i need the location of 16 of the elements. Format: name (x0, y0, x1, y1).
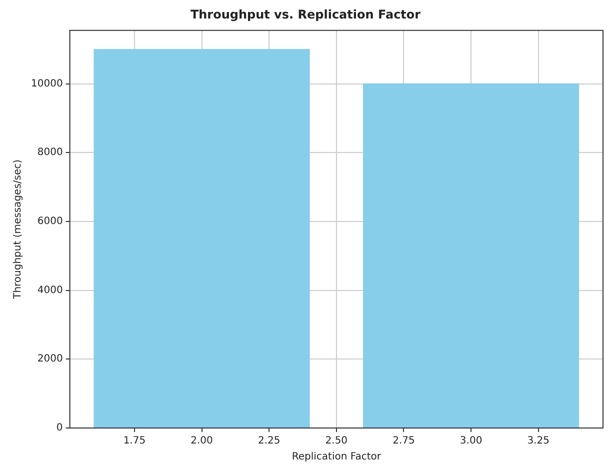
y-tick-label: 6000 (37, 216, 63, 228)
x-tick-label: 1.75 (123, 436, 146, 447)
y-tick-label: 0 (56, 422, 63, 434)
x-tick-label: 2.75 (392, 436, 415, 447)
x-tick-label: 3.00 (460, 436, 482, 447)
x-tick-label: 3.25 (527, 436, 550, 447)
y-axis-title: Throughput (messages/sec) (12, 159, 24, 300)
x-tick-label: 2.50 (325, 436, 348, 447)
chart-title: Throughput vs. Replication Factor (190, 7, 421, 22)
y-tick-label: 2000 (37, 354, 63, 365)
y-tick-label: 4000 (37, 284, 63, 296)
x-tick-label: 2.25 (258, 436, 280, 447)
x-axis-title: Replication Factor (292, 452, 382, 463)
y-tick-label: 10000 (31, 78, 63, 90)
y-tick-label: 8000 (37, 147, 63, 158)
x-tick-label: 2.00 (190, 436, 213, 447)
